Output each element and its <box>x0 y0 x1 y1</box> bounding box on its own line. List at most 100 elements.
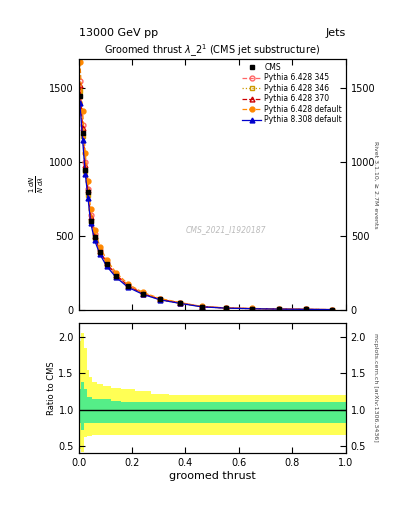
Pythia 8.308 default <box>303 306 308 312</box>
Pythia 6.428 345 <box>199 304 204 310</box>
Pythia 8.308 default <box>83 171 88 177</box>
Pythia 6.428 345 <box>77 78 82 84</box>
Pythia 6.428 346 <box>126 283 130 289</box>
Pythia 6.428 345 <box>126 282 130 288</box>
Pythia 6.428 370 <box>86 187 90 194</box>
Pythia 6.428 default <box>223 305 228 311</box>
Pythia 6.428 370 <box>158 296 162 303</box>
Pythia 6.428 default <box>104 257 109 263</box>
Pythia 6.428 default <box>158 295 162 302</box>
CMS <box>223 305 228 311</box>
Pythia 6.428 346 <box>250 306 255 312</box>
Pythia 8.308 default <box>330 307 335 313</box>
CMS <box>77 93 82 99</box>
Pythia 6.428 default <box>250 305 255 311</box>
Pythia 8.308 default <box>126 284 130 290</box>
Line: Pythia 8.308 default: Pythia 8.308 default <box>77 101 335 312</box>
Pythia 6.428 default <box>277 306 281 312</box>
Title: Groomed thrust $\lambda$_2$^1$ (CMS jet substructure): Groomed thrust $\lambda$_2$^1$ (CMS jet … <box>104 42 320 59</box>
Pythia 6.428 370 <box>303 306 308 312</box>
Pythia 8.308 default <box>158 297 162 303</box>
Pythia 8.308 default <box>104 263 109 269</box>
Pythia 6.428 345 <box>97 247 102 253</box>
Line: Pythia 6.428 370: Pythia 6.428 370 <box>77 83 335 312</box>
Pythia 6.428 346 <box>77 88 82 94</box>
CMS <box>199 304 204 310</box>
Pythia 6.428 370 <box>104 260 109 266</box>
Pythia 6.428 346 <box>303 306 308 312</box>
Pythia 6.428 370 <box>250 306 255 312</box>
Pythia 6.428 370 <box>92 233 97 239</box>
Pythia 6.428 370 <box>140 290 145 296</box>
CMS <box>83 166 88 173</box>
Pythia 6.428 346 <box>330 307 335 313</box>
Line: Pythia 6.428 default: Pythia 6.428 default <box>77 59 335 312</box>
CMS <box>114 273 118 279</box>
Pythia 6.428 345 <box>114 271 118 278</box>
Text: Jets: Jets <box>325 28 346 38</box>
Pythia 6.428 345 <box>80 122 85 129</box>
Pythia 6.428 370 <box>178 300 182 306</box>
Pythia 6.428 345 <box>277 306 281 312</box>
Line: Pythia 6.428 345: Pythia 6.428 345 <box>77 78 335 312</box>
Pythia 6.428 370 <box>114 272 118 278</box>
Text: CMS_2021_I1920187: CMS_2021_I1920187 <box>185 225 266 234</box>
Pythia 8.308 default <box>277 306 281 312</box>
Pythia 6.428 370 <box>77 82 82 89</box>
Pythia 8.308 default <box>86 195 90 201</box>
Line: Pythia 6.428 346: Pythia 6.428 346 <box>77 89 335 312</box>
CMS <box>250 306 255 312</box>
CMS <box>178 300 182 306</box>
Pythia 8.308 default <box>250 306 255 312</box>
Pythia 6.428 370 <box>83 162 88 168</box>
Pythia 8.308 default <box>88 220 93 226</box>
Pythia 8.308 default <box>199 304 204 310</box>
CMS <box>97 249 102 255</box>
CMS <box>88 218 93 224</box>
Legend: CMS, Pythia 6.428 345, Pythia 6.428 346, Pythia 6.428 370, Pythia 6.428 default,: CMS, Pythia 6.428 345, Pythia 6.428 346,… <box>241 61 343 126</box>
Text: Rivet 3.1.10, ≥ 2.7M events: Rivet 3.1.10, ≥ 2.7M events <box>373 140 378 228</box>
Pythia 6.428 345 <box>330 307 335 313</box>
CMS <box>330 307 335 313</box>
CMS <box>86 188 90 195</box>
CMS <box>126 283 130 289</box>
Pythia 6.428 370 <box>80 125 85 131</box>
Pythia 6.428 default <box>330 307 335 313</box>
Pythia 6.428 346 <box>114 273 118 280</box>
Pythia 6.428 370 <box>330 307 335 313</box>
CMS <box>277 306 281 312</box>
Line: CMS: CMS <box>77 93 335 312</box>
Pythia 6.428 346 <box>97 249 102 255</box>
Pythia 6.428 default <box>83 150 88 156</box>
Pythia 6.428 370 <box>97 248 102 254</box>
Pythia 6.428 default <box>80 108 85 114</box>
Y-axis label: $\frac{1}{N}\frac{dN}{d\lambda}$: $\frac{1}{N}\frac{dN}{d\lambda}$ <box>28 176 46 193</box>
Pythia 6.428 345 <box>140 290 145 296</box>
CMS <box>303 306 308 312</box>
Pythia 6.428 370 <box>277 306 281 312</box>
Pythia 6.428 default <box>86 178 90 184</box>
Pythia 6.428 346 <box>92 235 97 241</box>
Pythia 6.428 345 <box>88 212 93 219</box>
Pythia 6.428 default <box>140 289 145 295</box>
Pythia 8.308 default <box>223 305 228 311</box>
Text: 13000 GeV pp: 13000 GeV pp <box>79 28 158 38</box>
X-axis label: groomed thrust: groomed thrust <box>169 471 255 481</box>
Pythia 6.428 345 <box>223 305 228 311</box>
Pythia 6.428 345 <box>83 159 88 165</box>
Pythia 6.428 345 <box>303 306 308 312</box>
Text: mcplots.cern.ch [arXiv:1306.3436]: mcplots.cern.ch [arXiv:1306.3436] <box>373 333 378 442</box>
Pythia 6.428 370 <box>88 214 93 220</box>
Pythia 6.428 345 <box>86 186 90 192</box>
Pythia 8.308 default <box>92 238 97 244</box>
Pythia 6.428 default <box>92 227 97 233</box>
Pythia 6.428 345 <box>104 260 109 266</box>
Pythia 6.428 345 <box>250 306 255 312</box>
Pythia 6.428 346 <box>86 191 90 198</box>
Pythia 6.428 370 <box>223 305 228 311</box>
Pythia 6.428 370 <box>126 283 130 289</box>
CMS <box>80 130 85 136</box>
Pythia 6.428 346 <box>140 291 145 297</box>
Pythia 6.428 346 <box>104 262 109 268</box>
Pythia 6.428 default <box>88 206 93 212</box>
